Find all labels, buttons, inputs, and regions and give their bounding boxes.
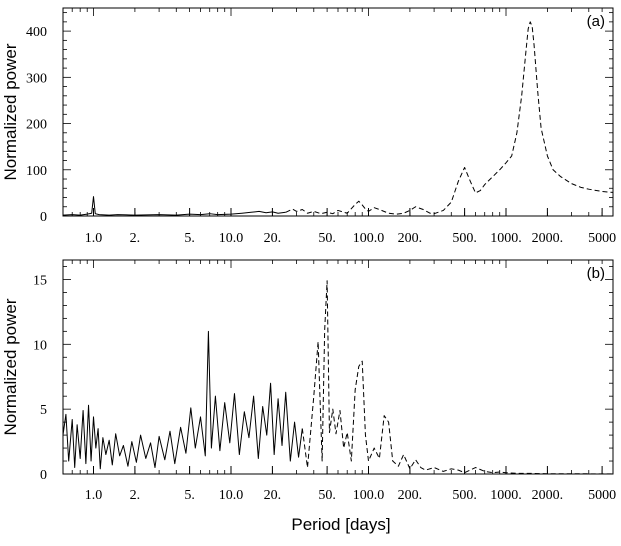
x-tick-label: 1.0 (85, 488, 103, 503)
x-tick-label: 5000 (588, 231, 616, 246)
y-tick-label: 100 (26, 164, 47, 179)
y-axis-title: Normalized power (1, 298, 20, 435)
x-tick-label: 50. (318, 231, 336, 246)
x-tick-label: 500. (452, 231, 477, 246)
x-tick-label: 2000. (532, 231, 564, 246)
panel-label: (b) (587, 265, 605, 282)
panel-a: 1.0 2. 5. 10.0 20. 50. 100.0 200. 500. 1000. 2000.… (1, 7, 616, 246)
x-tick-label: 2. (130, 488, 141, 503)
x-tick-label: 5000 (588, 488, 616, 503)
y-tick-label: 200 (26, 118, 47, 133)
x-tick-label: 20. (264, 488, 282, 503)
y-tick-label: 15 (33, 273, 47, 288)
x-tick-label: 5. (184, 231, 195, 246)
x-axis-title: Period [days] (291, 515, 390, 534)
plot-frame (62, 7, 614, 217)
x-tick-label: 1000. (490, 231, 522, 246)
y-tick-label: 5 (40, 403, 47, 418)
x-tick-label: 100.0 (353, 231, 385, 246)
plot-frame (62, 259, 614, 475)
series-line-1 (62, 196, 286, 216)
x-tick-label: 200. (398, 488, 423, 503)
x-tick-label: 2000. (532, 488, 564, 503)
y-tick-label: 0 (40, 210, 47, 225)
panel-b: 1.0 2. 5. 10.0 20. 50. 100.0 200. 500. 1000. 2000.… (1, 259, 616, 503)
x-tick-label: 1000. (490, 488, 522, 503)
x-tick-label: 500. (452, 488, 477, 503)
x-tick-label: 5. (184, 488, 195, 503)
x-tick-label: 200. (398, 231, 423, 246)
panel-label: (a) (587, 13, 605, 30)
x-tick-label: 1.0 (85, 231, 103, 246)
x-tick-label: 10.0 (219, 488, 244, 503)
y-axis-title: Normalized power (1, 43, 20, 180)
y-tick-label: 300 (26, 71, 47, 86)
x-tick-label: 100.0 (353, 488, 385, 503)
y-tick-label: 0 (40, 468, 47, 483)
y-tick-label: 10 (33, 338, 47, 353)
series-line-1 (62, 330, 303, 470)
x-tick-label: 20. (264, 231, 282, 246)
x-tick-label: 2. (130, 231, 141, 246)
y-tick-label: 400 (26, 25, 47, 40)
series-line-2 (301, 280, 613, 475)
x-tick-label: 10.0 (219, 231, 244, 246)
x-tick-label: 50. (318, 488, 336, 503)
series-line-2 (285, 21, 614, 215)
